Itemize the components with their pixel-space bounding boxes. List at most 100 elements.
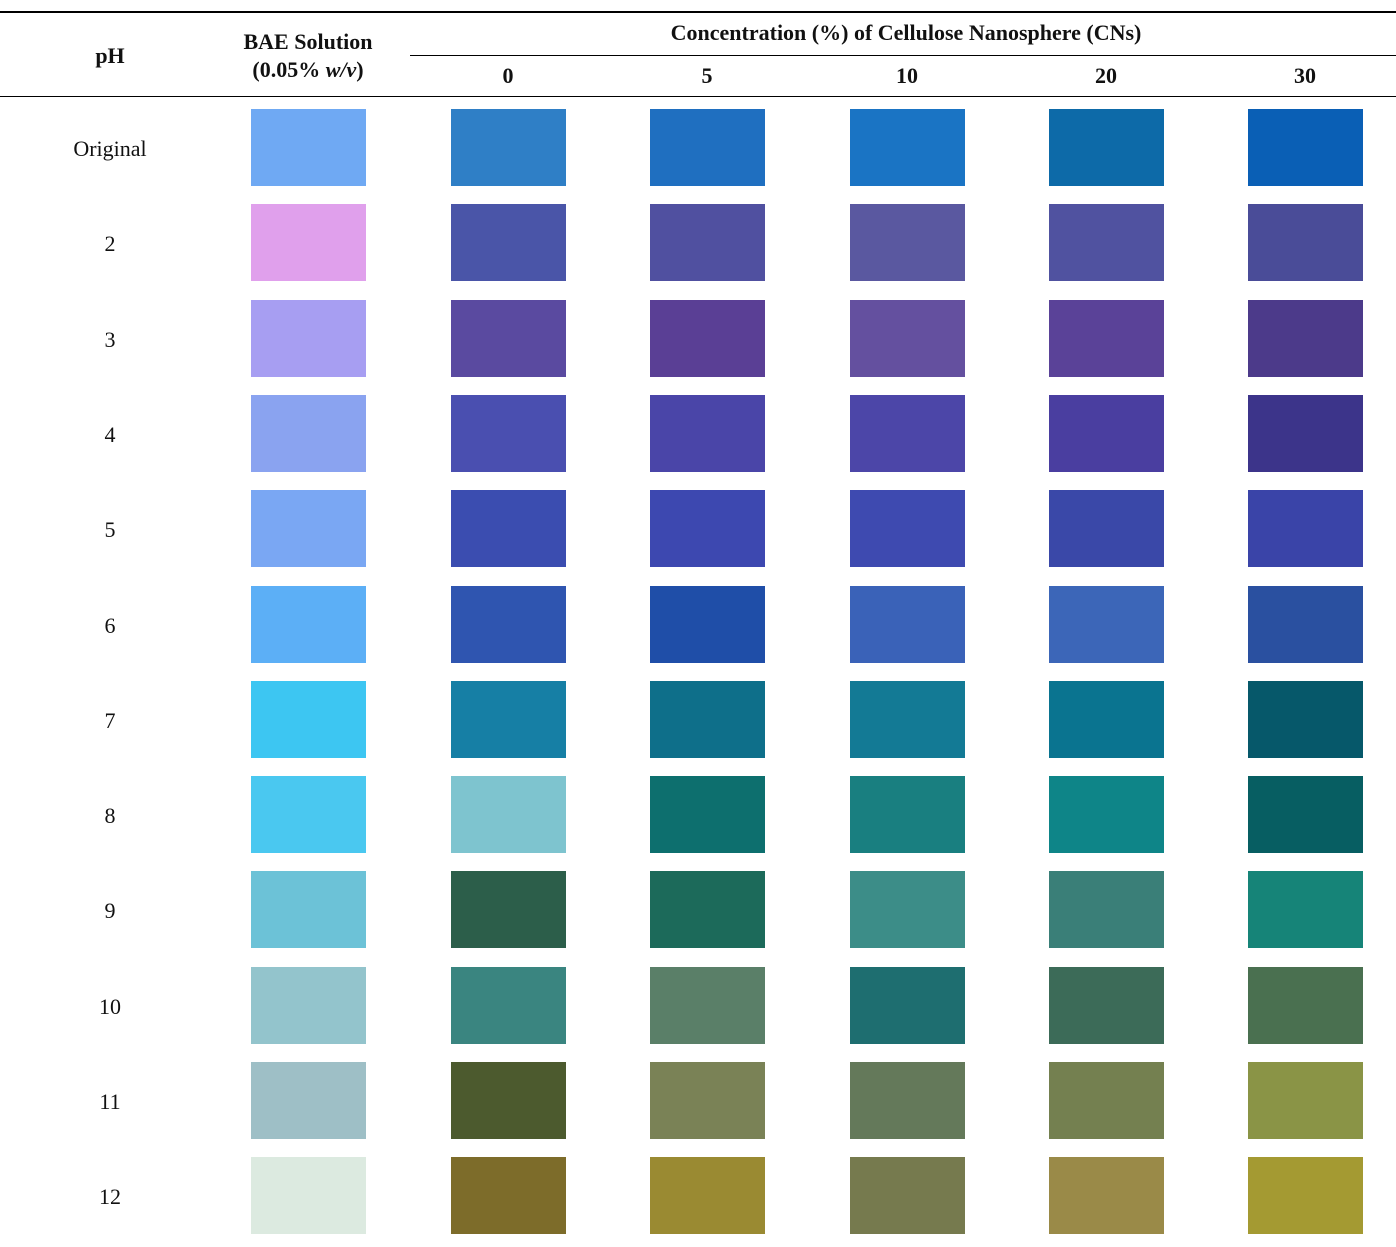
bae-header: BAE Solution	[243, 29, 373, 54]
color-swatch	[1049, 394, 1164, 472]
color-swatch	[451, 204, 566, 282]
color-swatch	[451, 490, 566, 568]
ph-label: 4	[104, 421, 116, 447]
color-swatch	[650, 109, 765, 186]
color-swatch	[1248, 776, 1363, 854]
color-swatch	[650, 299, 765, 377]
color-swatch	[1248, 966, 1363, 1044]
color-swatch	[1248, 299, 1363, 377]
color-swatch	[650, 1157, 765, 1235]
color-swatch	[850, 109, 965, 186]
color-swatch	[1248, 871, 1363, 949]
bae-sub-text: )	[356, 57, 364, 82]
color-swatch	[650, 776, 765, 854]
ph-label: Original	[73, 136, 147, 161]
color-swatch	[451, 871, 566, 949]
ph-label: 9	[104, 898, 116, 924]
concentration-header: 5	[701, 63, 713, 88]
color-swatch	[251, 680, 366, 758]
color-swatch	[451, 394, 566, 472]
color-swatch	[850, 966, 965, 1044]
ph-label: 11	[99, 1089, 121, 1114]
concentration-header: 20	[1095, 63, 1117, 88]
color-swatch	[650, 966, 765, 1044]
color-swatch	[650, 871, 765, 949]
color-swatch	[1248, 680, 1363, 758]
color-swatch	[850, 1062, 965, 1139]
color-swatch	[1049, 871, 1164, 949]
color-swatch	[1248, 394, 1363, 472]
concentration-header: 30	[1294, 63, 1316, 88]
color-swatch	[850, 299, 965, 377]
color-swatch	[1049, 490, 1164, 568]
color-swatch	[1049, 966, 1164, 1044]
color-swatch	[251, 204, 366, 282]
ph-label: 10	[99, 993, 121, 1019]
color-swatch	[850, 1157, 965, 1235]
color-swatch	[850, 776, 965, 854]
bae-sub-text: (0.05%	[252, 57, 326, 82]
color-swatch	[251, 966, 366, 1044]
color-swatch	[251, 776, 366, 854]
color-swatch	[650, 585, 765, 663]
color-swatch	[650, 490, 765, 568]
color-swatch	[1049, 299, 1164, 377]
color-swatch	[451, 1157, 566, 1235]
color-swatch	[451, 109, 566, 186]
color-swatch	[1248, 204, 1363, 282]
color-swatch	[850, 871, 965, 949]
color-swatch	[251, 871, 366, 949]
color-swatch	[1049, 1157, 1164, 1235]
color-swatch	[850, 680, 965, 758]
color-swatch	[1248, 109, 1363, 186]
color-swatch	[1248, 490, 1363, 568]
color-swatch	[251, 299, 366, 377]
color-swatch	[850, 490, 965, 568]
top-rule	[0, 11, 1396, 13]
color-swatch	[1248, 1157, 1363, 1235]
color-swatch	[1049, 109, 1164, 186]
color-swatch	[1049, 776, 1164, 854]
color-swatch	[451, 585, 566, 663]
color-swatch	[1049, 204, 1164, 282]
color-swatch	[251, 1157, 366, 1235]
color-swatch	[850, 585, 965, 663]
color-swatch	[251, 490, 366, 568]
color-swatch	[1049, 680, 1164, 758]
group-rule	[410, 55, 1396, 56]
color-swatch	[451, 299, 566, 377]
color-swatch	[1049, 1062, 1164, 1139]
bae-sub-unit: w/v	[325, 57, 357, 82]
color-swatch	[251, 1062, 366, 1139]
bae-subheader: (0.05% w/v)	[252, 57, 363, 83]
ph-label: 7	[104, 707, 116, 733]
color-swatch	[451, 966, 566, 1044]
color-swatch	[850, 204, 965, 282]
color-swatch	[251, 585, 366, 663]
color-swatch	[251, 109, 366, 186]
color-swatch	[451, 776, 566, 854]
ph-label: 8	[104, 803, 116, 829]
concentration-header: 0	[502, 63, 514, 88]
ph-label: 3	[104, 326, 116, 352]
ph-label: 6	[104, 612, 116, 638]
group-header: Concentration (%) of Cellulose Nanospher…	[670, 20, 1142, 45]
header-rule	[0, 96, 1396, 97]
color-swatch	[650, 204, 765, 282]
color-swatch	[251, 394, 366, 472]
color-swatch	[650, 680, 765, 758]
color-swatch	[1248, 585, 1363, 663]
ph-label: 5	[104, 517, 116, 543]
ph-label: 12	[99, 1184, 121, 1210]
color-swatch	[650, 1062, 765, 1139]
concentration-header: 10	[896, 63, 918, 88]
color-swatch	[650, 394, 765, 472]
color-swatch	[451, 1062, 566, 1139]
color-swatch	[451, 680, 566, 758]
color-swatch	[850, 394, 965, 472]
ph-header: pH	[95, 43, 125, 68]
color-swatch	[1049, 585, 1164, 663]
color-swatch	[1248, 1062, 1363, 1139]
ph-label: 2	[104, 231, 116, 257]
